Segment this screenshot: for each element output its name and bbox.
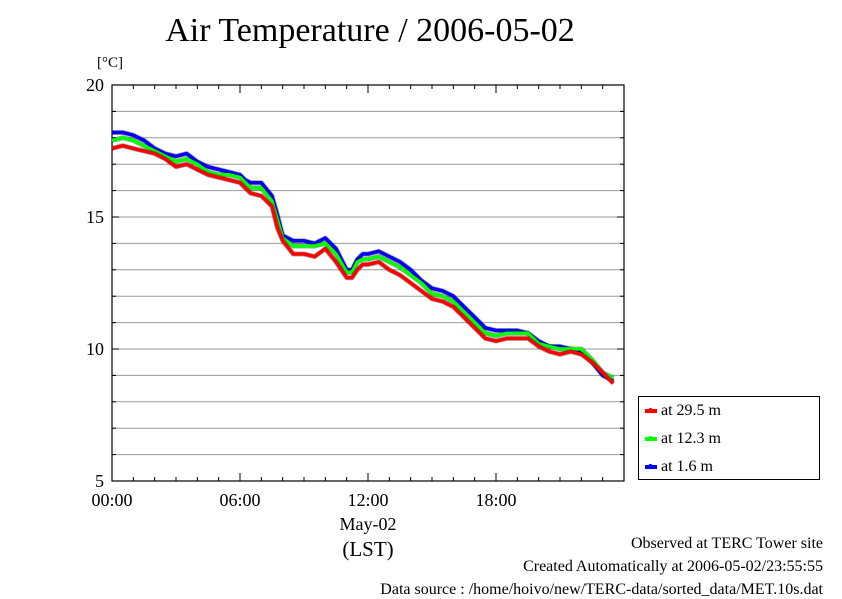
footer-observed: Observed at TERC Tower site — [630, 535, 823, 552]
y-tick-label: 20 — [86, 75, 104, 95]
x-tick-label: 12:00 — [347, 490, 388, 510]
legend-item-29-5m: at 29.5 m — [645, 400, 721, 422]
legend-label-29-5m: at 29.5 m — [661, 402, 721, 419]
x-axis-date-label: May-02 — [339, 514, 397, 534]
legend-item-1-6m: at 1.6 m — [645, 456, 713, 478]
series-line — [111, 136, 615, 380]
legend-swatch-12-3m — [645, 436, 657, 441]
legend-swatch-1-6m — [645, 464, 657, 469]
x-tick-label: 06:00 — [219, 490, 260, 510]
plot-frame — [111, 84, 625, 482]
legend-swatch-29-5m — [645, 408, 657, 413]
legend-label-12-3m: at 12.3 m — [661, 430, 721, 447]
x-tick-label: 00:00 — [91, 490, 132, 510]
legend: at 29.5 m at 12.3 m at 1.6 m — [638, 396, 820, 480]
footer-created: Created Automatically at 2006-05-02/23:5… — [523, 558, 823, 575]
footer-source: Data source : /home/hoivo/new/TERC-data/… — [380, 581, 823, 598]
x-tick-label: 18:00 — [475, 490, 516, 510]
legend-item-12-3m: at 12.3 m — [645, 428, 721, 450]
y-tick-label: 10 — [86, 339, 104, 359]
y-axis-unit-label: [°C] — [97, 55, 123, 71]
y-tick-label: 5 — [95, 471, 104, 491]
y-tick-label: 15 — [86, 207, 104, 227]
series-line — [111, 143, 615, 385]
chart-title: Air Temperature / 2006-05-02 — [165, 12, 575, 49]
legend-label-1-6m: at 1.6 m — [661, 458, 713, 475]
x-axis-title: (LST) — [342, 537, 394, 561]
